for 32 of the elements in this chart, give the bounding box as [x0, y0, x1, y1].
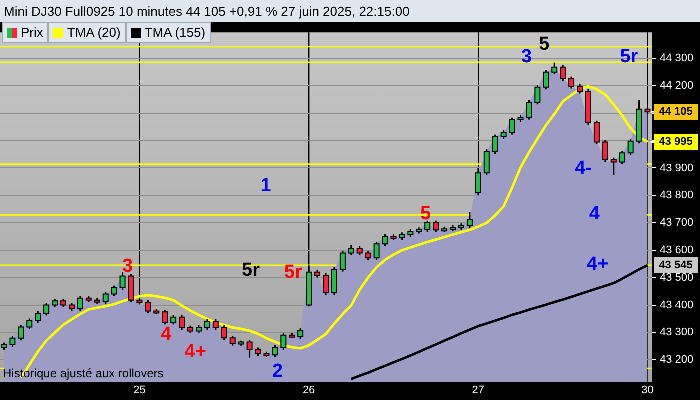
legend-label: TMA (20) [67, 25, 121, 40]
y-tick-label: 43 800 [660, 190, 694, 202]
annotation: 1 [260, 176, 272, 197]
annotation: 4- [575, 158, 592, 180]
x-tick-label: 26 [302, 384, 316, 397]
x-tick-label: 25 [134, 384, 146, 397]
y-tick-label: 43 700 [660, 217, 694, 230]
ref-line-label: 43 545 [659, 260, 693, 272]
y-tick-label: 43 500 [660, 272, 694, 284]
annotation: 5r [620, 46, 639, 68]
y-tick-label: 43 200 [660, 354, 694, 366]
legend-label: Prix [21, 25, 44, 40]
annotation: 5r [284, 262, 303, 284]
annotation: 4+ [587, 254, 609, 276]
annotation: 2 [272, 360, 284, 382]
annotation: 4+ [184, 342, 206, 363]
y-tick-label: 43 600 [660, 244, 694, 256]
y-tick-label: 44 200 [660, 80, 694, 92]
y-tick-label: 43 300 [660, 326, 694, 339]
x-tick-label: 30 [642, 384, 654, 397]
y-tick-label: 43 900 [660, 162, 694, 174]
annotation: 4 [160, 324, 172, 346]
annotation: 3 [522, 46, 532, 68]
y-tick-label: 43 400 [660, 299, 694, 312]
legend-label: TMA (155) [144, 25, 206, 40]
x-tick-label: 27 [472, 384, 485, 397]
annotation: 4 [589, 204, 600, 225]
annotation: 5r [242, 260, 261, 282]
y-tick-label: 44 300 [660, 52, 694, 65]
annotation: 43 995 [659, 136, 693, 148]
annotation: 44 105 [659, 106, 693, 118]
chart-title: Mini DJ30 Full0925 10 minutes 44 105 +0,91 % 27 juin 2025, 22:15:00 [4, 4, 410, 18]
